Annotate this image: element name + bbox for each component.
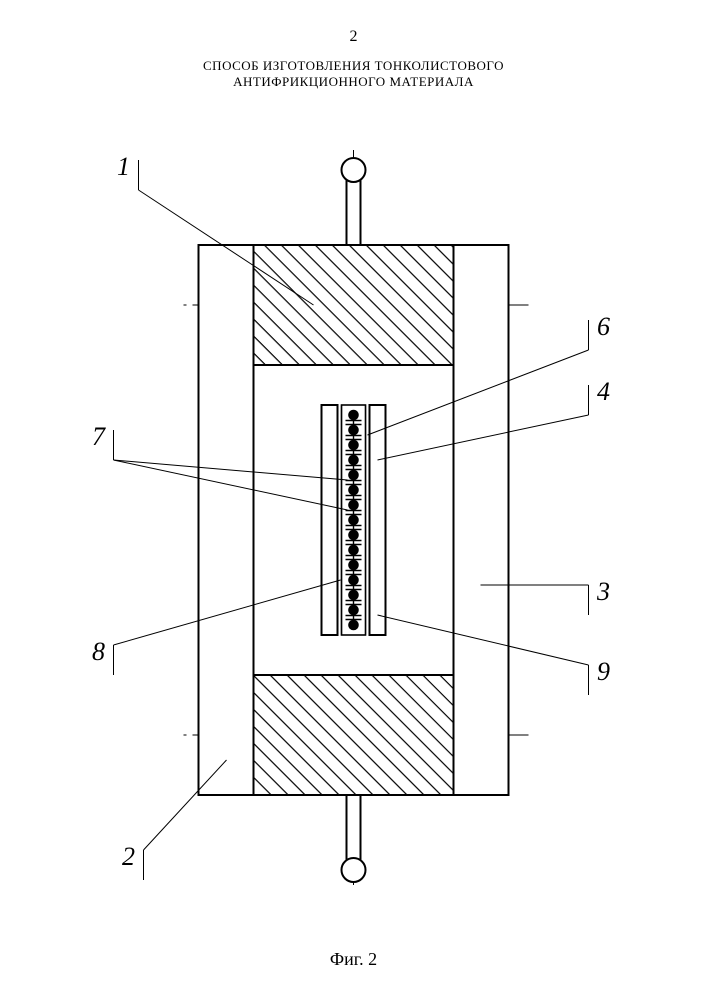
document-title: СПОСОБ ИЗГОТОВЛЕНИЯ ТОНКОЛИСТОВОГО АНТИФ…: [0, 58, 707, 91]
ball: [348, 410, 359, 421]
ball: [348, 515, 359, 526]
ball: [348, 590, 359, 601]
pad-upper: [370, 405, 386, 635]
label-4: 4: [597, 377, 610, 406]
label-9: 9: [597, 657, 610, 686]
page-number: 2: [0, 28, 707, 46]
ball: [348, 455, 359, 466]
ball: [348, 545, 359, 556]
pad-lower: [322, 405, 338, 635]
label-8: 8: [92, 637, 105, 666]
outer-plate-top: [454, 245, 509, 795]
ball: [348, 620, 359, 631]
label-3: 3: [596, 577, 610, 606]
label-6: 6: [597, 312, 610, 341]
ball: [348, 560, 359, 571]
diagram-svg: 1 2 3 4 6 7 8 9: [0, 100, 707, 920]
title-line-1: СПОСОБ ИЗГОТОВЛЕНИЯ ТОНКОЛИСТОВОГО: [203, 58, 504, 73]
spacer-left: [254, 245, 454, 365]
ball: [348, 425, 359, 436]
ball: [348, 440, 359, 451]
ball: [348, 485, 359, 496]
sample-stack: [322, 405, 386, 635]
outer-plate-bottom: [199, 245, 254, 795]
label-2: 2: [122, 842, 135, 871]
figure: 1 2 3 4 6 7 8 9: [0, 100, 707, 920]
ball: [348, 500, 359, 511]
ball: [348, 575, 359, 586]
ball: [348, 530, 359, 541]
ball: [348, 605, 359, 616]
ball: [348, 470, 359, 481]
label-7: 7: [92, 422, 106, 451]
title-line-2: АНТИФРИКЦИОННОГО МАТЕРИАЛА: [233, 74, 474, 89]
figure-caption: Фиг. 2: [0, 949, 707, 970]
spacer-right: [254, 675, 454, 795]
label-1: 1: [117, 152, 130, 181]
